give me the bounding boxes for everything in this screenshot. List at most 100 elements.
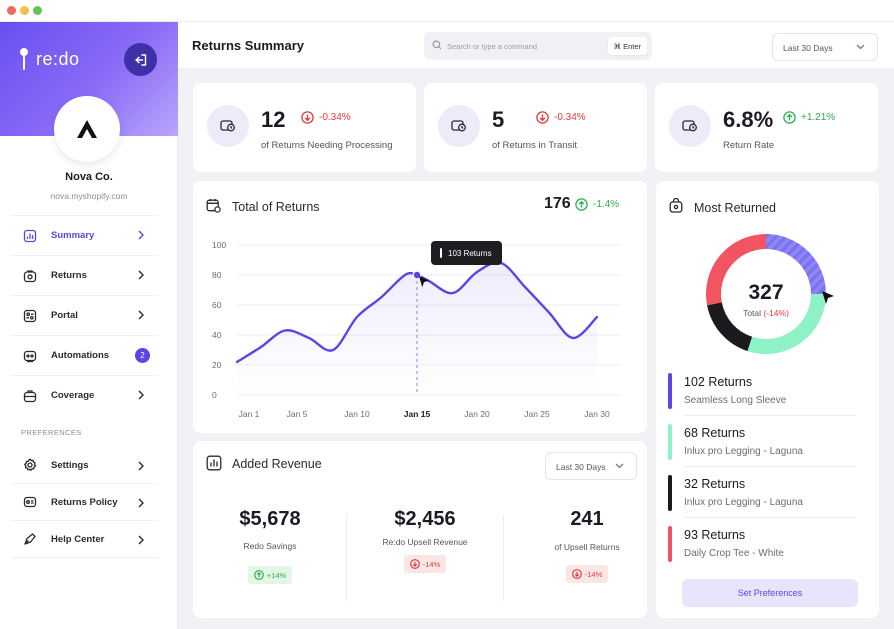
stat-card-in-transit[interactable]: 5 -0.34% of Returns in Transit [424, 83, 647, 172]
chevron-right-icon [138, 498, 144, 508]
x-tick-label: Jan 1 [239, 409, 260, 419]
sidebar-item-returns[interactable]: Returns [12, 255, 158, 295]
donut-segment-1[interactable] [766, 234, 826, 294]
y-tick-label: 0 [212, 390, 217, 400]
sidebar-item-portal[interactable]: Portal [12, 295, 158, 335]
stat-delta-value: -0.34% [319, 112, 351, 123]
page-title: Returns Summary [192, 38, 304, 53]
close-window-button[interactable] [7, 6, 16, 15]
product-name: Inlux pro Legging - Laguna [684, 446, 803, 457]
command-search[interactable]: Search or type a command ⌘ Enter [424, 32, 652, 60]
summary-icon [22, 228, 38, 244]
revenue-label: of Upsell Returns [554, 542, 620, 552]
list-item[interactable]: 32 Returns Inlux pro Legging - Laguna [668, 473, 856, 524]
stat-delta: -0.34% [536, 111, 586, 124]
minimize-window-button[interactable] [20, 6, 29, 15]
sidebar-item-label: Returns Policy [51, 496, 118, 508]
stat-delta-value: -0.34% [554, 112, 586, 123]
returns-clock-icon [682, 120, 697, 132]
color-stripe [668, 526, 672, 562]
return-count: 68 Returns [684, 426, 746, 440]
redo-logo-icon [20, 48, 28, 70]
logo-text: re:do [36, 48, 80, 69]
sidebar-item-returns-policy[interactable]: Returns Policy [12, 484, 158, 521]
help-icon [22, 531, 38, 547]
logout-button[interactable] [124, 43, 157, 76]
badge-value: -14% [422, 559, 441, 569]
redo-logo[interactable]: re:do [20, 48, 80, 70]
arrow-up-circle-icon [253, 570, 264, 580]
sidebar-item-settings[interactable]: Settings [12, 447, 158, 484]
chart-tooltip: 103 Returns [431, 241, 502, 265]
chevron-down-icon [615, 463, 624, 469]
store-avatar [54, 96, 120, 162]
revenue-value: $5,678 [239, 508, 301, 530]
shortcut-label: Enter [623, 41, 641, 51]
stat-icon-wrapper [438, 105, 480, 147]
y-tick-label: 80 [212, 270, 222, 280]
sidebar-item-label: Portal [51, 310, 78, 321]
mouse-cursor-icon [822, 291, 834, 304]
preferences-heading: PREFERENCES [21, 428, 82, 437]
revenue-date-range-select[interactable]: Last 30 Days [545, 452, 637, 480]
chevron-down-icon [856, 44, 865, 50]
set-preferences-button[interactable]: Set Preferences [682, 579, 858, 607]
shopping-bag-icon [669, 198, 683, 213]
card-title: Added Revenue [232, 457, 322, 471]
product-name: Seamless Long Sleeve [684, 395, 787, 406]
stat-value: 5 [492, 107, 505, 132]
stat-delta: -0.34% [301, 111, 351, 124]
chevron-right-icon [138, 535, 144, 545]
stat-value: 12 [261, 107, 286, 132]
date-range-select[interactable]: Last 30 Days [772, 33, 878, 61]
sidebar-item-help-center[interactable]: Help Center [12, 521, 158, 558]
stat-card-return-rate[interactable]: 6.8% +1.21% Return Rate [655, 83, 878, 172]
x-tick-label: Jan 25 [524, 409, 550, 419]
mouse-cursor-icon [419, 276, 429, 288]
list-item[interactable]: 68 Returns Inlux pro Legging - Laguna [668, 422, 856, 473]
total-delta-value: -1.4% [593, 199, 620, 210]
x-tick-label: Jan 20 [464, 409, 490, 419]
list-item[interactable]: 93 Returns Daily Crop Tee - White [668, 524, 856, 575]
sidebar-item-coverage[interactable]: Coverage [12, 375, 158, 415]
revenue-metric-savings: $5,678 Redo Savings +14% [213, 508, 327, 585]
stat-card-processing[interactable]: 12 -0.34% of Returns Needing Processing [193, 83, 416, 172]
revenue-label: Re:do Upsell Revenue [382, 537, 468, 547]
arrow-down-circle-icon [409, 559, 420, 569]
stat-icon-wrapper [669, 105, 711, 147]
sidebar-item-automations[interactable]: Automations 2 [12, 335, 158, 375]
highlight-point [412, 270, 422, 280]
returns-line-chart[interactable]: 0 20 40 60 80 100 Jan 1 Jan 5 Jan 10 Jan 15 Jan 20… [193, 181, 647, 433]
sidebar-item-label: Help Center [51, 533, 105, 545]
list-item[interactable]: 102 Returns Seamless Long Sleeve [668, 371, 856, 422]
returns-icon [22, 268, 38, 284]
column-divider [346, 515, 347, 601]
y-tick-label: 20 [212, 360, 222, 370]
gear-icon [22, 457, 38, 473]
donut-segment-3[interactable] [707, 302, 753, 352]
donut-segment-2[interactable] [747, 294, 826, 354]
store-url: nova.myshopify.com [50, 191, 128, 201]
arrow-up-circle-icon [783, 111, 796, 124]
color-stripe [668, 424, 672, 460]
chevron-right-icon [138, 230, 144, 240]
color-stripe [668, 373, 672, 409]
divider [684, 466, 856, 467]
arrow-down-circle-icon [536, 111, 549, 124]
maximize-window-button[interactable] [33, 6, 42, 15]
sidebar: re:do Nova Co. nova.myshopify.com Summar… [0, 22, 178, 629]
divider [684, 517, 856, 518]
revenue-value: $2,456 [394, 508, 456, 530]
x-tick-label: Jan 15 [404, 409, 431, 419]
stat-label: Return Rate [723, 140, 775, 151]
sidebar-item-summary[interactable]: Summary [12, 215, 158, 255]
most-returned-donut[interactable]: 327 Total (-14%) [656, 181, 879, 371]
portal-icon [22, 308, 38, 324]
command-key-icon: ⌘ [613, 41, 622, 51]
donut-segment-4[interactable] [706, 234, 766, 306]
stat-label: of Returns in Transit [492, 140, 578, 151]
returns-clock-icon [451, 120, 466, 132]
most-returned-card: Most Returned 327 Total (-14%) 102 Retur… [656, 181, 879, 618]
divider [684, 415, 856, 416]
stat-value: 6.8% [723, 107, 774, 132]
